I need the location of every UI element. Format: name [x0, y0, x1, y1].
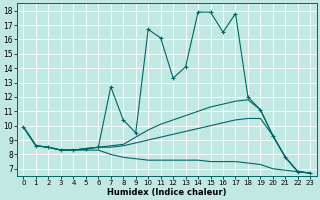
X-axis label: Humidex (Indice chaleur): Humidex (Indice chaleur) [107, 188, 227, 197]
